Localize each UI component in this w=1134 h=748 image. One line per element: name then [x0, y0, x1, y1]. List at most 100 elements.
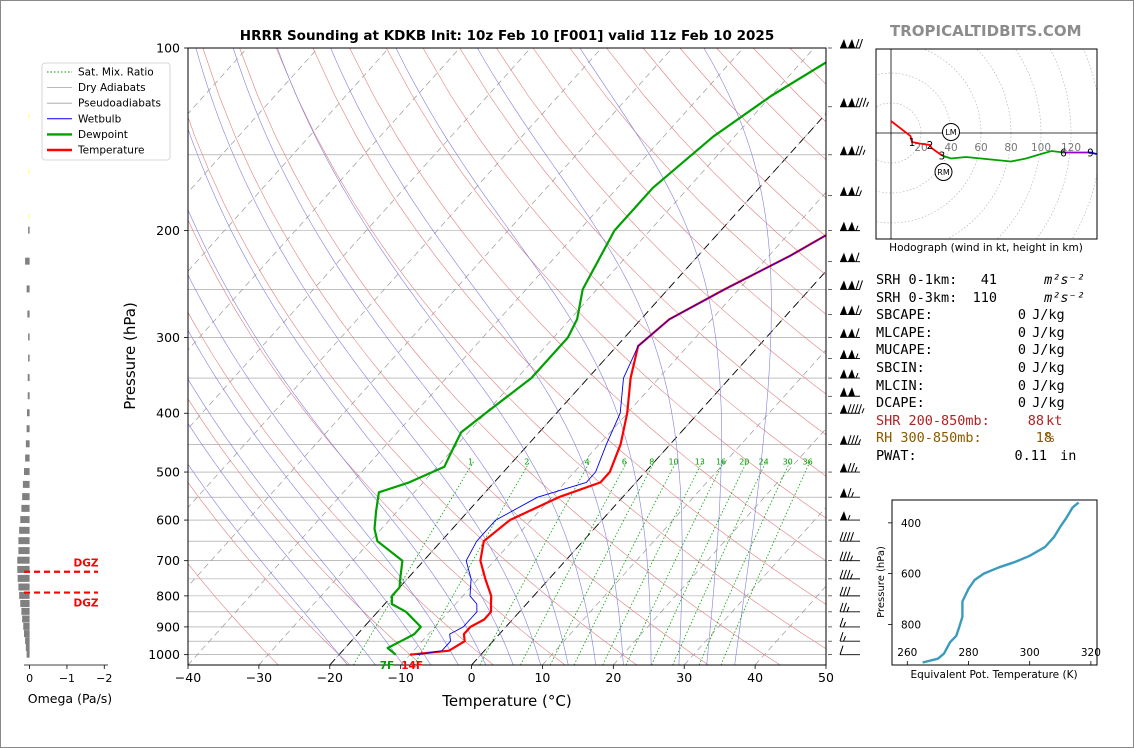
wind-barb-full: [851, 462, 855, 473]
x-tick-label: −30: [246, 670, 272, 685]
wind-barb-flag: [840, 39, 847, 48]
dry-adiabat-line: [569, 48, 826, 315]
y-tick-label: 300: [156, 330, 180, 345]
omega-bar: [22, 480, 30, 488]
wind-barb-full: [843, 532, 847, 542]
omega-bar: [19, 526, 30, 534]
stats-label: SHR 200-850mb:: [876, 412, 990, 429]
stats-unit: kt: [1038, 412, 1063, 429]
omega-bar: [17, 574, 30, 582]
wind-barb-half: [847, 514, 851, 521]
hodograph-height-label: 1: [909, 137, 916, 149]
wind-barb-flag: [840, 280, 847, 290]
stats-label: SRH 0-3km:: [876, 289, 958, 306]
hodograph-caption: Hodograph (wind in kt, height in km): [889, 242, 1083, 254]
wind-barb-flag: [848, 328, 855, 338]
wind-barb: [828, 145, 866, 156]
wind-barb: [828, 532, 860, 542]
mixing-ratio-label: 24: [759, 458, 769, 467]
wind-barb-flag: [840, 387, 847, 397]
wind-barb-half: [858, 439, 861, 445]
moist-adiabat-line: [330, 48, 624, 665]
wind-barb-full: [855, 252, 860, 262]
wind-barb-full: [854, 404, 859, 414]
omega-bar: [17, 565, 30, 573]
isotherm-line: [188, 48, 390, 272]
dry-adiabat-line: [386, 48, 826, 519]
moist-adiabat-line: [188, 128, 514, 665]
omega-bar: [20, 516, 30, 524]
isotherm-highlight-line: [329, 112, 826, 665]
wind-barb-half: [843, 635, 846, 642]
x-tick-label: −40: [175, 670, 201, 685]
stats-row: SRH 0-3km: 110 m²s⁻²: [876, 290, 1096, 308]
wind-barb-half: [846, 606, 850, 613]
stats-label: SBCIN:: [876, 359, 925, 376]
mixing-ratio-line: [573, 461, 677, 665]
wind-barb-full: [859, 280, 863, 290]
theta-e-plot: [922, 501, 1080, 664]
omega-tiny-mark: [28, 168, 30, 174]
dry-adiabat-line: [422, 48, 826, 477]
theta-e-frame: [891, 499, 1098, 666]
wind-barb: [828, 97, 869, 108]
stats-value: 18: [1035, 430, 1052, 447]
hodograph-marker-label: LM: [945, 128, 956, 137]
stats-value: 41: [980, 272, 997, 288]
hodograph-height-label: 9: [1087, 148, 1094, 160]
stats-unit: J/kg: [1024, 342, 1065, 359]
omega-tiny-mark: [28, 114, 30, 120]
wind-barb-flag: [848, 349, 855, 359]
stats-unit: J/kg: [1024, 359, 1065, 376]
stats-row: MUCAPE: 0 J/kg: [876, 342, 1096, 360]
stats-value: 0: [1017, 377, 1026, 394]
wind-barb-full: [855, 186, 860, 196]
omega-bar: [26, 409, 30, 417]
wind-barb: [828, 252, 860, 263]
hodograph-height-label: 2: [927, 140, 934, 152]
stats-label: RH 300-850mb:: [876, 430, 982, 447]
dry-adiabat-line: [496, 48, 826, 395]
wind-barb: [828, 617, 860, 628]
wind-barb: [828, 645, 860, 656]
moist-adiabat-line: [188, 378, 404, 665]
stats-unit: J/kg: [1024, 324, 1065, 341]
surface-dewpoint-label: 7F: [380, 660, 394, 672]
isotherm-line: [471, 270, 826, 665]
omega-bar: [17, 556, 30, 564]
x-tick-label: −10: [387, 670, 413, 685]
wind-barb-full: [843, 586, 847, 597]
wind-barb-half: [866, 101, 869, 107]
theta-e-x-tick-label: 260: [897, 647, 917, 659]
hodograph-marker-circle: [942, 123, 960, 141]
wind-barb-half: [859, 309, 862, 315]
wind-barb: [828, 602, 860, 613]
stats-label: PWAT:: [876, 447, 917, 464]
mixing-ratio-line: [651, 461, 748, 665]
moist-adiabat-line: [188, 463, 348, 665]
omega-bar: [27, 374, 30, 382]
wind-barb-full: [839, 602, 844, 613]
y-tick-label: 500: [156, 465, 180, 480]
hodograph-segment-0-3km: [890, 120, 943, 157]
omega-bar: [18, 537, 30, 545]
wind-barb-full: [847, 487, 852, 498]
wind-barb: [828, 349, 860, 359]
mixing-ratio-label: 20: [739, 458, 749, 467]
wind-barb-flag: [840, 511, 847, 521]
wind-barb: [828, 462, 860, 473]
wind-barb-flag: [840, 145, 847, 155]
stats-value: 0: [1017, 324, 1026, 341]
wind-barb-half: [855, 225, 859, 231]
wind-barb-full: [846, 532, 851, 542]
wind-barb: [828, 221, 860, 232]
stats-unit: J/kg: [1024, 377, 1065, 394]
mixing-ratio-label: 36: [803, 458, 813, 467]
chart-title: HRRR Sounding at KDKB Init: 10z Feb 10 […: [240, 28, 774, 44]
wind-barb-full: [847, 435, 852, 445]
dry-adiabat-line: [188, 219, 566, 665]
stats-unit: J/kg: [1024, 395, 1065, 412]
stats-row: SBCAPE: 0 J/kg: [876, 307, 1096, 325]
mixing-ratio-line: [353, 461, 475, 665]
wind-barb-full: [847, 404, 852, 414]
